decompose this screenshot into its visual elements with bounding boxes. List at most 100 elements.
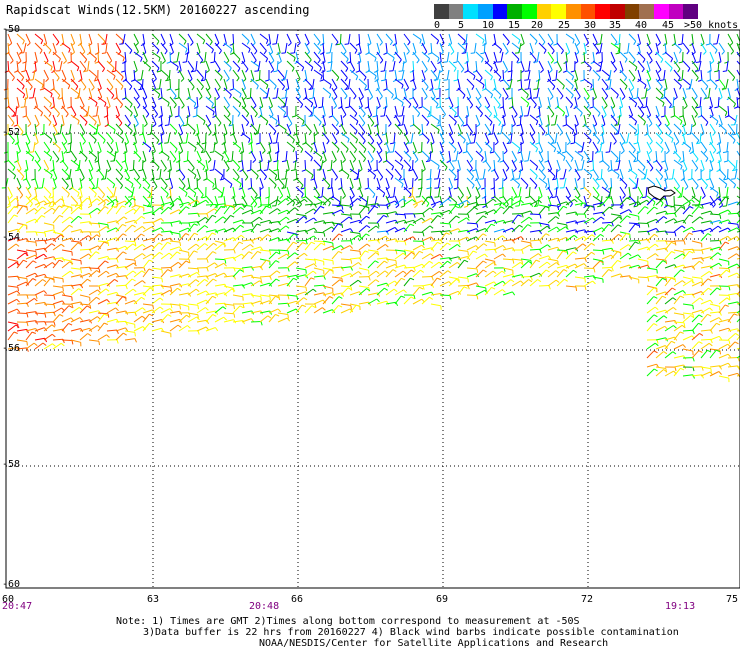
wind-barb [295, 213, 306, 217]
wind-barb [61, 258, 72, 262]
wind-barb-flag [161, 205, 164, 210]
wind-barb-flag [614, 41, 618, 46]
wind-barb [151, 33, 160, 42]
wind-barb-flag [401, 84, 404, 89]
wind-barb-flag [63, 60, 67, 64]
wind-barb-flag [669, 106, 674, 109]
wind-barb [708, 87, 711, 98]
wind-barb-flag [39, 49, 43, 54]
wind-barb [304, 33, 310, 44]
wind-barb [518, 42, 522, 53]
wind-barb-flag [736, 246, 740, 251]
wind-barb-flag [61, 291, 66, 296]
wind-barb-flag [132, 243, 137, 247]
wind-barb [268, 208, 278, 215]
wind-barb [70, 186, 80, 194]
wind-barb [376, 114, 379, 125]
wind-barb [466, 294, 478, 296]
wind-barb [275, 33, 279, 44]
wind-barb-flag [571, 130, 575, 135]
wind-barb [547, 262, 557, 269]
wind-barb [169, 231, 180, 235]
wind-barb [682, 293, 694, 296]
wind-barb [493, 78, 497, 89]
wind-barb-flag [670, 115, 675, 118]
wind-barb [528, 78, 531, 89]
wind-barb-flag [156, 67, 160, 72]
wind-barb [574, 150, 584, 158]
wind-barb-flag [385, 150, 390, 155]
wind-barb-flag [497, 104, 501, 109]
wind-barb [691, 177, 699, 187]
wind-barb-flag [164, 185, 168, 190]
wind-barb-flag [246, 40, 250, 45]
wind-barb [61, 249, 72, 253]
wind-barb [196, 199, 207, 206]
wind-barb-flag [195, 288, 200, 292]
wind-barb-flag [435, 97, 441, 100]
wind-barb [349, 51, 352, 63]
wind-barb [448, 215, 457, 224]
wind-barb [295, 150, 298, 162]
wind-barb [448, 290, 459, 296]
wind-barb [124, 123, 133, 132]
wind-barb-flag [476, 195, 481, 200]
wind-barb-flag [458, 150, 463, 155]
wind-barb [421, 78, 429, 88]
wind-barb [286, 51, 296, 59]
wind-barb-flag [605, 151, 610, 153]
wind-barb [592, 69, 601, 78]
wind-barb [556, 105, 565, 113]
wind-barb-flag [193, 223, 198, 226]
wind-barb [133, 141, 138, 152]
wind-barb-flag [571, 85, 574, 90]
wind-barb-flag [317, 50, 322, 55]
wind-barb [583, 217, 593, 224]
wind-barb [124, 288, 134, 296]
wind-barb-flag [659, 86, 663, 91]
wind-barb-flag [101, 194, 106, 199]
wind-barb [88, 267, 100, 269]
wind-barb [7, 96, 10, 107]
wind-barb [637, 42, 641, 53]
wind-barb-flag [470, 52, 475, 54]
wind-barb-flag [372, 193, 376, 198]
wind-barb [646, 114, 653, 124]
wind-barb [529, 253, 539, 260]
wind-barb [421, 296, 430, 305]
wind-barb [430, 69, 438, 79]
wind-barb [644, 168, 648, 179]
wind-barb-flag [691, 199, 695, 203]
wind-barb-flag [604, 185, 608, 190]
wind-barb [196, 236, 207, 242]
wind-barb [691, 51, 697, 62]
wind-barb [646, 233, 655, 242]
wind-barb-flag [207, 123, 212, 127]
wind-barb [286, 252, 296, 260]
wind-barb [322, 60, 326, 71]
wind-barb-flag [357, 279, 362, 284]
wind-barb-flag [521, 249, 524, 255]
wind-barb [430, 270, 440, 278]
wind-barb [493, 253, 503, 260]
wind-barb [511, 199, 522, 206]
wind-barb [178, 273, 189, 278]
wind-barb-flag [467, 229, 471, 235]
wind-barb [574, 123, 578, 134]
wind-barb [502, 220, 513, 224]
wind-barb [673, 33, 677, 44]
wind-barb-flag [566, 141, 571, 146]
wind-barb [43, 141, 51, 151]
wind-barb [511, 261, 521, 269]
wind-barb [628, 264, 639, 269]
wind-barb [106, 114, 109, 125]
wind-barb-flag [377, 222, 380, 228]
wind-barb-flag [694, 167, 699, 172]
wind-barb [619, 60, 624, 71]
wind-barb [682, 199, 692, 206]
wind-barb-flag [562, 112, 566, 117]
wind-barb-flag [190, 68, 194, 73]
wind-barb-flag [597, 178, 602, 181]
wind-barb [221, 186, 225, 197]
wind-barb [70, 288, 80, 296]
